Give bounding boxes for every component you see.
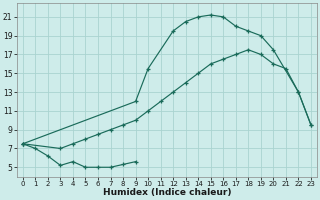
- X-axis label: Humidex (Indice chaleur): Humidex (Indice chaleur): [103, 188, 231, 197]
